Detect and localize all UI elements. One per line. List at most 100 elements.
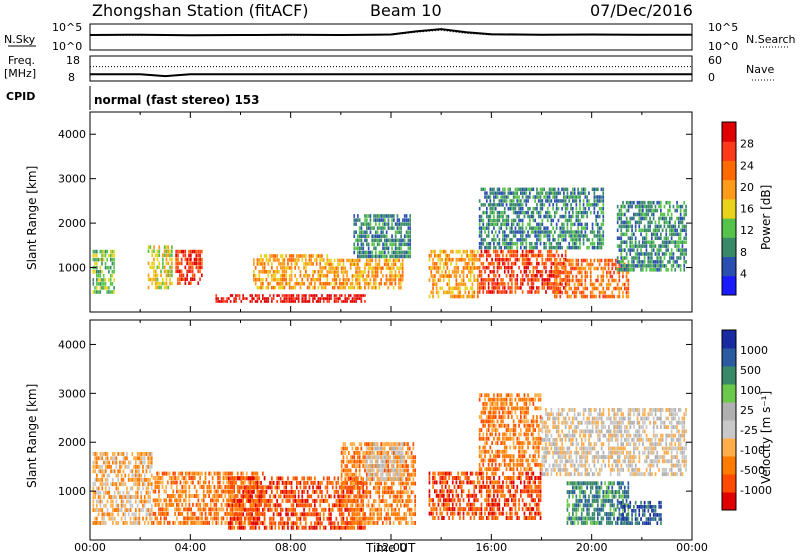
power-cell <box>554 262 556 266</box>
power-cell <box>284 258 286 262</box>
power-cell <box>344 300 346 303</box>
velocity-cell <box>341 499 343 503</box>
velocity-cell <box>337 494 339 498</box>
power-cell <box>484 282 486 286</box>
power-cell <box>491 203 493 207</box>
velocity-cell <box>359 464 361 468</box>
velocity-cell <box>364 490 366 494</box>
power-cell <box>554 291 556 295</box>
power-cell <box>664 240 666 244</box>
power-cell <box>162 253 164 257</box>
power-cell <box>269 254 271 258</box>
power-cell <box>660 264 662 268</box>
velocity-cell <box>110 495 112 499</box>
power-cell <box>547 226 549 230</box>
velocity-cell <box>239 521 241 525</box>
velocity-cell <box>180 498 182 502</box>
power-cell <box>185 266 187 270</box>
velocity-cell <box>162 503 164 507</box>
power-cell <box>148 278 150 282</box>
power-cell <box>188 258 190 262</box>
velocity-cell <box>250 517 252 521</box>
power-cell <box>574 191 576 195</box>
velocity-cell <box>344 526 346 530</box>
power-cell <box>522 250 524 254</box>
velocity-cell <box>244 503 246 507</box>
power-cell <box>540 188 542 192</box>
power-cell <box>148 245 150 249</box>
velocity-cell <box>130 508 132 512</box>
velocity-cell <box>251 490 253 494</box>
power-cell <box>572 223 574 227</box>
velocity-cell <box>321 521 323 525</box>
power-cell <box>101 254 103 258</box>
velocity-cell <box>196 494 198 498</box>
velocity-cell <box>221 521 223 525</box>
power-cell <box>314 297 316 300</box>
velocity-cell <box>132 474 134 478</box>
power-cell <box>574 283 576 287</box>
power-cell <box>554 188 556 192</box>
power-cell <box>529 219 531 223</box>
power-cell <box>343 259 345 263</box>
velocity-cell <box>165 485 167 489</box>
velocity-cell <box>257 512 259 516</box>
velocity-cell <box>318 512 320 516</box>
power-cell <box>280 274 282 278</box>
power-cell <box>271 254 273 258</box>
power-cell <box>554 267 556 271</box>
power-cell <box>559 271 561 275</box>
power-cell <box>380 270 382 274</box>
power-cell <box>581 295 583 299</box>
velocity-cell <box>300 521 302 525</box>
power-cell <box>665 240 667 244</box>
power-cell <box>395 270 397 274</box>
power-cell <box>540 211 542 215</box>
power-cell <box>197 281 199 285</box>
velocity-cell <box>147 491 149 495</box>
power-cell <box>339 263 341 267</box>
power-cell <box>300 282 302 286</box>
power-cell <box>656 229 658 233</box>
power-cell <box>669 229 671 233</box>
power-cell <box>328 259 330 263</box>
power-cell <box>615 259 617 263</box>
power-cell <box>558 238 560 242</box>
velocity-cell <box>230 481 232 485</box>
power-cell <box>669 201 671 205</box>
power-cell <box>628 201 630 205</box>
power-cell <box>559 215 561 219</box>
power-cell <box>465 258 467 262</box>
velocity-cell <box>250 476 252 480</box>
power-cell <box>599 246 601 250</box>
power-cell <box>638 260 640 264</box>
power-cell <box>602 219 604 223</box>
power-cell <box>171 245 173 249</box>
velocity-cell <box>139 521 141 525</box>
power-cell <box>181 274 183 278</box>
velocity-cell <box>267 503 269 507</box>
velocity-cell <box>339 503 341 507</box>
power-cell <box>674 225 676 229</box>
power-cell <box>100 278 102 282</box>
power-cell <box>516 250 518 254</box>
power-cell <box>380 255 382 259</box>
power-cell <box>676 201 678 205</box>
power-cell <box>368 222 370 226</box>
power-cell <box>456 270 458 274</box>
power-cell <box>287 297 289 300</box>
power-cell <box>529 188 531 192</box>
power-cell <box>484 266 486 270</box>
power-cell <box>386 263 388 267</box>
power-cell <box>445 250 447 254</box>
velocity-cell <box>255 517 257 521</box>
velocity-cell <box>237 507 239 511</box>
power-cell <box>680 221 682 225</box>
velocity-cell <box>352 447 354 451</box>
power-cell <box>379 255 381 259</box>
power-cell <box>617 268 619 272</box>
power-cell <box>294 262 296 266</box>
velocity-cell <box>167 521 169 525</box>
power-cell <box>619 209 621 213</box>
power-cell <box>558 207 560 211</box>
